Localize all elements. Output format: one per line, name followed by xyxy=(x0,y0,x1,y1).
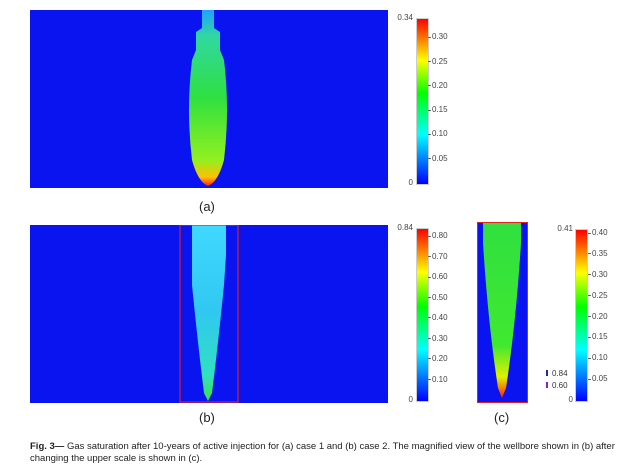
colorbar-tick: 0.80 xyxy=(428,232,448,240)
colorbar-tick: 0.10 xyxy=(588,354,608,362)
plume-a xyxy=(189,10,227,186)
colorbar-tick: 0.10 xyxy=(428,375,448,384)
colorbar-min-label: 0 xyxy=(408,178,413,187)
legend-item-060: 0.60 xyxy=(546,380,568,392)
panel-a-label: (a) xyxy=(199,199,215,214)
colorbar-tick: 0.70 xyxy=(428,252,448,261)
colorbar-max-label: 0.34 xyxy=(397,13,413,22)
legend-swatch-icon xyxy=(546,382,548,388)
colorbar-c xyxy=(575,229,588,402)
colorbar-tick: 0.05 xyxy=(428,154,448,163)
colorbar-tick: 0.50 xyxy=(428,293,448,302)
panel-c-label: (c) xyxy=(494,410,510,425)
colorbar-max-label: 0.84 xyxy=(397,223,413,232)
panel-b-saturation-map xyxy=(30,224,388,403)
panel-c-magnified-map xyxy=(477,222,528,403)
colorbar-min-label: 0 xyxy=(408,395,413,404)
figure-caption: Fig. 3— Gas saturation after 10-years of… xyxy=(30,441,615,464)
magnify-box xyxy=(179,224,239,403)
colorbar-tick: 0.15 xyxy=(428,106,448,114)
legend-swatch-icon xyxy=(546,370,548,376)
colorbar-tick: 0.20 xyxy=(428,81,448,90)
legend-c: 0.84 0.60 xyxy=(546,368,568,392)
colorbar-min-label: 0 xyxy=(568,395,573,404)
colorbar-tick: 0.05 xyxy=(588,375,608,383)
colorbar-tick: 0.20 xyxy=(588,312,608,321)
colorbar-tick: 0.30 xyxy=(588,270,608,279)
plume-b xyxy=(179,224,239,403)
colorbar-tick: 0.30 xyxy=(428,334,448,343)
colorbar-tick: 0.25 xyxy=(588,291,608,300)
colorbar-tick: 0.20 xyxy=(428,355,448,363)
colorbar-tick: 0.60 xyxy=(428,273,448,281)
colorbar-tick: 0.10 xyxy=(428,130,448,138)
colorbar-a xyxy=(416,18,429,185)
legend-item-084: 0.84 xyxy=(546,368,568,380)
plume-c xyxy=(483,223,521,398)
colorbar-tick: 0.30 xyxy=(428,33,448,41)
panel-a-saturation-map xyxy=(30,10,388,188)
colorbar-tick: 0.25 xyxy=(428,57,448,66)
colorbar-max-label: 0.41 xyxy=(557,224,573,233)
colorbar-tick: 0.15 xyxy=(588,333,608,341)
colorbar-tick: 0.35 xyxy=(588,250,608,258)
colorbar-tick: 0.40 xyxy=(588,229,608,237)
panel-b-label: (b) xyxy=(199,410,215,425)
colorbar-tick: 0.40 xyxy=(428,314,448,322)
